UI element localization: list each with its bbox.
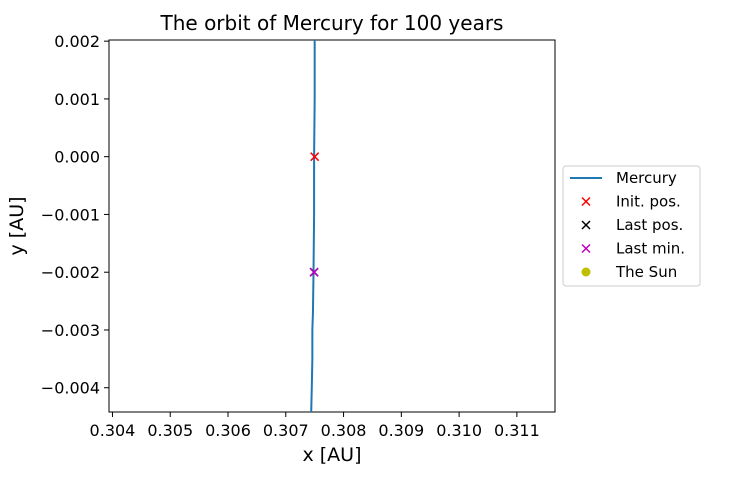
legend-label: The Sun <box>615 263 677 281</box>
y-tick-label: −0.002 <box>41 263 100 282</box>
x-tick-label: 0.306 <box>205 421 251 440</box>
x-axis-label: x [AU] <box>302 444 361 466</box>
plot-area <box>108 39 556 413</box>
y-tick-label: 0.001 <box>54 90 100 109</box>
legend-label: Mercury <box>616 169 677 187</box>
series-line-mercury <box>310 40 316 413</box>
legend-dot-swatch <box>581 267 591 277</box>
x-tick-label: 0.305 <box>147 421 193 440</box>
y-axis-label: y [AU] <box>6 196 28 255</box>
x-tick-label: 0.308 <box>321 421 367 440</box>
y-tick-label: −0.003 <box>41 321 100 340</box>
legend-item: Init. pos. <box>581 193 681 211</box>
legend-label: Last min. <box>616 240 685 258</box>
legend-box <box>562 165 701 287</box>
y-tick-label: −0.004 <box>41 379 100 398</box>
y-tick-label: −0.001 <box>41 205 100 224</box>
y-tick-label: 0.002 <box>54 32 100 51</box>
legend-item: The Sun <box>581 263 677 281</box>
marker-init-pos <box>310 152 320 162</box>
x-tick-label: 0.307 <box>263 421 309 440</box>
y-tick-label: 0.000 <box>54 148 100 167</box>
legend-label: Last pos. <box>616 216 683 234</box>
chart-title: The orbit of Mercury for 100 years <box>160 11 504 35</box>
legend-x-swatch <box>581 220 591 230</box>
y-axis: 0.002 0.001 0.000 −0.001 −0.002 −0.003 −0.004 <box>41 32 109 398</box>
x-tick-label: 0.309 <box>378 421 424 440</box>
legend-item: Last min. <box>581 240 685 258</box>
legend-x-swatch <box>581 196 591 207</box>
legend-x-swatch <box>581 243 591 254</box>
x-tick-label: 0.310 <box>436 421 482 440</box>
x-tick-label: 0.311 <box>494 421 540 440</box>
x-tick-label: 0.304 <box>90 421 136 440</box>
legend-item: Mercury <box>570 169 677 187</box>
legend-item: Last pos. <box>581 216 683 234</box>
x-axis: 0.304 0.305 0.306 0.307 0.308 0.309 0.310 0.311 <box>90 412 540 440</box>
series-layer <box>309 40 320 413</box>
marker-last-min <box>309 267 319 277</box>
legend-label: Init. pos. <box>616 193 681 211</box>
legend: Mercury Init. pos. Last pos. Last min. The S… <box>562 165 701 287</box>
